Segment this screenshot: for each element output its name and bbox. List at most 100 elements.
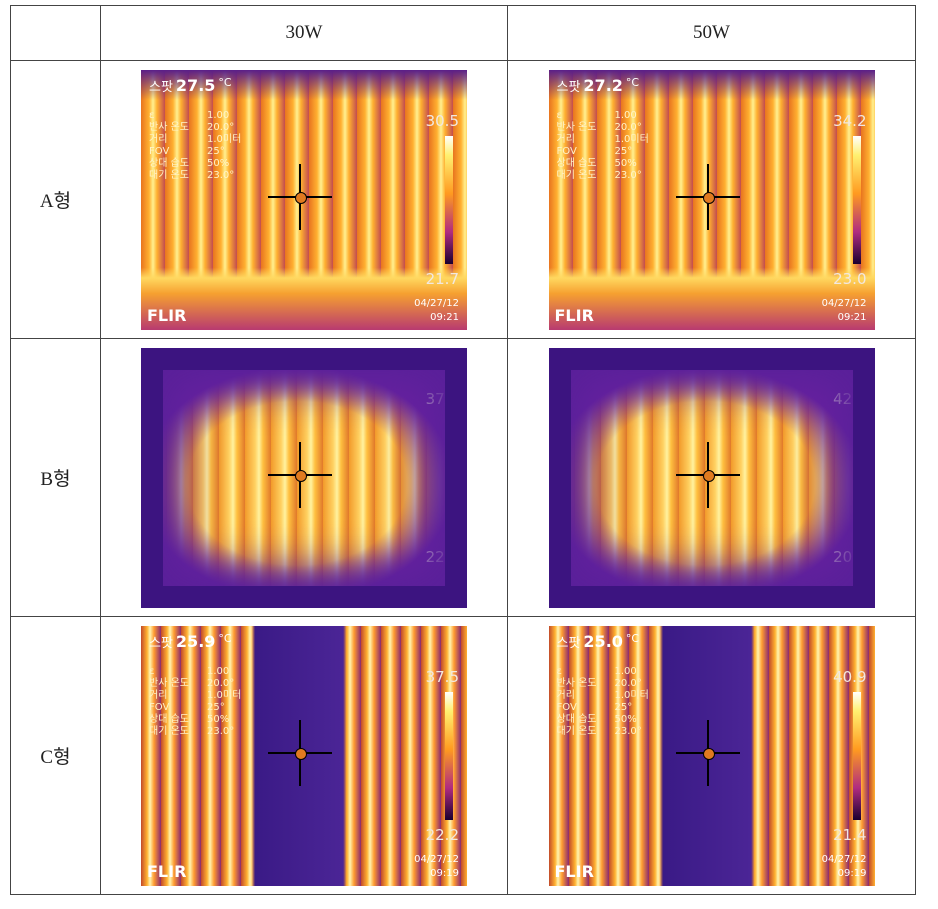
parameter-name: ε	[556, 665, 562, 677]
parameter-value: 23.0°	[614, 169, 642, 181]
scale-min: 21.7	[425, 269, 459, 288]
thermal-image: 스팟 27.5 °C ε 1.00 반사 온도 20.0° 거리 1.0미터 FOV 25° 상대 습…	[141, 69, 467, 330]
spot-label: 스팟	[149, 79, 173, 95]
parameter-name: FOV	[149, 145, 170, 157]
parameter-name: 반사 온도	[556, 121, 597, 133]
spot-reading: 스팟 30.1 °C	[149, 354, 232, 373]
thermal-image: 스팟 25.9 °C ε 1.00 반사 온도 20.0° 거리 1.0미터 FOV 25° 상대 습…	[141, 625, 467, 886]
scale-max: 42.8	[833, 389, 867, 408]
parameter-name: 상대 습도	[556, 157, 597, 169]
parameter-name: 상대 습도	[149, 157, 189, 169]
scale-bar	[445, 413, 453, 542]
parameter-value: 25°	[614, 145, 633, 157]
image-cell: 스팟 27.2 °C ε 1.00 반사 온도 20.0° 거리 1.0미터 FOV 25° 상대 습…	[507, 60, 916, 339]
parameter: 대기 온도 23.0°	[557, 170, 649, 182]
spot-value: 25.9	[175, 631, 216, 651]
header-row: 30W 50W	[10, 5, 916, 61]
thermal-image: 스팟 30.1 °C 37.2 22.4 FLIR	[141, 347, 467, 608]
parameter-value: 23.0°	[614, 725, 642, 737]
parameters: ε 1.00 반사 온도 20.0° 거리 1.0미터 FOV 25° 상대 습도 50% 대기 온…	[149, 666, 241, 738]
scale-max: 30.5	[425, 111, 459, 130]
date: 04/27/12	[821, 297, 867, 309]
row: A형 스팟 27.5 °C ε 1.00 반사 온도 20.0° 거리 1.0미터 FOV 25° 상대…	[10, 60, 916, 339]
parameter-value: 1.00	[207, 109, 230, 121]
row-label: C형	[10, 616, 101, 895]
spot-value: 33.3	[583, 353, 623, 373]
spot-label: 스팟	[556, 79, 581, 95]
time: 09:19	[430, 867, 459, 879]
spot-value: 30.1	[175, 353, 216, 373]
parameter-value: 25°	[207, 145, 225, 157]
parameter-name: 대기 온도	[149, 169, 189, 181]
parameter: 반사 온도 20.0°	[557, 122, 649, 134]
parameter: 반사 온도 20.0°	[557, 678, 649, 690]
scale-min: 22.2	[425, 825, 459, 844]
crosshair-dot	[702, 469, 715, 482]
scale-min: 21.4	[833, 825, 867, 844]
parameters: ε 1.00 반사 온도 20.0° 거리 1.0미터 FOV 25° 상대 습도 50% 대기 온…	[149, 110, 241, 182]
parameter-name: 대기 온도	[149, 725, 189, 737]
logo: FLIR	[147, 861, 187, 881]
thermal-image: 스팟 27.2 °C ε 1.00 반사 온도 20.0° 거리 1.0미터 FOV 25° 상대 습…	[548, 69, 875, 330]
spot-unit: °C	[218, 75, 232, 89]
parameter-value: 50%	[207, 157, 230, 169]
crosshair-dot	[295, 191, 307, 204]
scale-bar	[445, 135, 453, 264]
row-label: B형	[10, 338, 101, 617]
logo: FLIR	[554, 305, 594, 325]
logo: FLIR	[554, 861, 594, 881]
spot-label: 스팟	[149, 357, 173, 373]
parameter-name: ε	[149, 665, 155, 677]
parameter-name: 상대 습도	[556, 713, 597, 725]
parameter: 대기 온도 23.0°	[557, 726, 649, 738]
table: 30W 50W A형 스팟 27.5 °C ε 1.00 반사 온도 20.0° 거리 1.0미터…	[10, 5, 916, 895]
scale-max: 40.9	[833, 667, 867, 686]
parameter-value: 1.00	[614, 665, 637, 677]
date: 04/27/12	[414, 853, 459, 865]
image-cell: 스팟 25.9 °C ε 1.00 반사 온도 20.0° 거리 1.0미터 FOV 25° 상대 습…	[100, 616, 508, 895]
parameter: ε 1.00	[557, 110, 649, 122]
parameter: ε 1.00	[149, 110, 241, 122]
date: 04/27/12	[414, 297, 459, 309]
crosshair-dot	[295, 747, 307, 760]
parameter: 상대 습도 50%	[557, 714, 649, 726]
scale-min: 23.0	[833, 269, 867, 288]
parameter-name: ε	[149, 109, 155, 121]
spot-label: 스팟	[556, 635, 581, 651]
parameter-value: 20.0°	[614, 121, 642, 133]
scale-bar	[445, 691, 453, 820]
logo: FLIR	[554, 583, 594, 603]
parameter: 반사 온도 20.0°	[149, 678, 241, 690]
spot-value: 27.5	[175, 75, 216, 95]
image-cell: 스팟 27.5 °C ε 1.00 반사 온도 20.0° 거리 1.0미터 FOV 25° 상대 습…	[100, 60, 508, 339]
parameter-value: 23.0°	[207, 169, 235, 181]
crosshair-dot	[295, 469, 307, 482]
row: B형 스팟 30.1 °C 37.2 22.4 FLIR 스팟 33.3 °C 42.8 20.9 FL…	[10, 338, 916, 617]
crosshair	[675, 473, 740, 476]
parameter: 상대 습도 50%	[149, 714, 241, 726]
parameter: 대기 온도 23.0°	[149, 726, 241, 738]
scale-max: 37.2	[425, 389, 459, 408]
spot-unit: °C	[625, 631, 640, 645]
scale-max: 34.2	[833, 111, 867, 130]
scale-bar	[852, 135, 861, 264]
logo: FLIR	[147, 305, 187, 325]
parameter: 대기 온도 23.0°	[149, 170, 241, 182]
parameter-value: 1.0미터	[614, 133, 649, 145]
crosshair	[268, 473, 332, 476]
parameter: FOV 25°	[557, 146, 649, 158]
thermal-image: 스팟 33.3 °C 42.8 20.9 FLIR	[548, 347, 875, 608]
logo: FLIR	[147, 583, 187, 603]
spot-label: 스팟	[556, 357, 581, 373]
column-header: 50W	[507, 5, 916, 61]
row: C형 스팟 25.9 °C ε 1.00 반사 온도 20.0° 거리 1.0미터 FOV 25° 상대…	[10, 616, 916, 895]
parameter-value: 25°	[207, 701, 225, 713]
time: 09:19	[837, 867, 867, 879]
parameter-name: 거리	[149, 133, 168, 145]
parameter: ε 1.00	[149, 666, 241, 678]
crosshair	[299, 441, 301, 508]
spot-reading: 스팟 33.3 °C	[557, 354, 640, 373]
parameter-name: FOV	[556, 145, 577, 157]
crosshair	[706, 441, 709, 508]
parameter-value: 1.0미터	[207, 689, 242, 701]
